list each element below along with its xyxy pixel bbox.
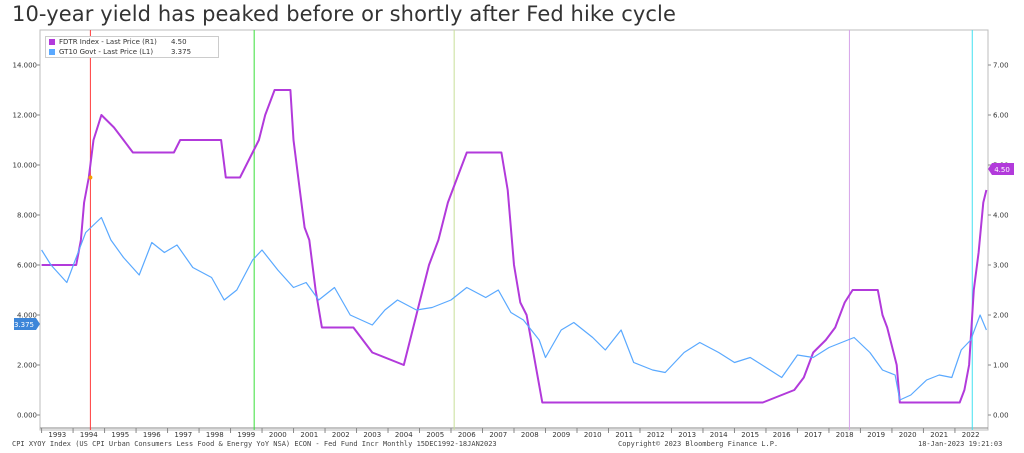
x-tick-label: 2022 [962, 431, 980, 439]
page-title: 10-year yield has peaked before or short… [12, 2, 676, 26]
right-tick-label: 3.00 [993, 262, 1009, 270]
x-tick-label: 2009 [552, 431, 570, 439]
x-tick-label: 1996 [143, 431, 161, 439]
legend-value: 3.375 [171, 48, 192, 56]
x-tick-label: 2004 [395, 431, 413, 439]
x-tick-label: 2011 [615, 431, 633, 439]
x-tick-label: 2002 [332, 431, 350, 439]
x-tick-label: 2007 [489, 431, 507, 439]
x-tick-label: 2006 [458, 431, 476, 439]
x-tick-label: 1999 [237, 431, 255, 439]
x-tick-label: 1995 [111, 431, 129, 439]
legend-item-gt10: GT10 Govt - Last Price (L1) 3.375 [46, 47, 218, 57]
legend-value: 4.50 [171, 38, 187, 46]
series-line-fdtr [41, 89, 988, 404]
x-tick-label: 2003 [363, 431, 381, 439]
left-tick-label: 14.000 [13, 62, 38, 70]
x-tick-label: 2001 [300, 431, 318, 439]
left-tick-label: 10.000 [13, 162, 38, 170]
footer-copyright: Copyright© 2023 Bloomberg Finance L.P. [618, 440, 779, 448]
x-tick-label: 1994 [80, 431, 98, 439]
legend-swatch-gt10 [49, 49, 55, 55]
right-tick-label: 4.00 [993, 212, 1009, 220]
x-tick-label: 1997 [174, 431, 192, 439]
right-value-badge: 4.50 [988, 163, 1014, 175]
x-tick-label: 2019 [867, 431, 885, 439]
x-tick-label: 1993 [48, 431, 66, 439]
left-tick-label: 2.000 [17, 362, 37, 370]
legend-item-fdtr: FDTR Index - Last Price (R1) 4.50 [46, 37, 218, 47]
left-tick-label: 0.000 [17, 412, 37, 420]
legend-label: GT10 Govt - Last Price (L1) [59, 48, 154, 56]
x-tick-label: 2012 [647, 431, 665, 439]
series-line-gt10 [41, 216, 987, 401]
x-tick-label: 2010 [584, 431, 602, 439]
orange-marker-dot [88, 175, 93, 180]
plot-frame [39, 29, 989, 431]
x-tick-label: 2020 [899, 431, 917, 439]
footer-source: CPI XYOY Index (US CPI Urban Consumers L… [12, 440, 497, 448]
right-tick-label: 0.00 [993, 412, 1009, 420]
left-tick-label: 12.000 [13, 112, 38, 120]
x-tick-label: 2021 [930, 431, 948, 439]
left-value-badge: 3.375 [14, 318, 40, 330]
left-tick-label: 8.000 [17, 212, 37, 220]
left-tick-label: 6.000 [17, 262, 37, 270]
x-tick-label: 2008 [521, 431, 539, 439]
left-tick-label: 4.000 [17, 312, 37, 320]
footer-timestamp: 18-Jan-2023 19:21:03 [918, 440, 1003, 448]
right-tick-label: 7.00 [993, 62, 1009, 70]
chart-legend: FDTR Index - Last Price (R1) 4.50 GT10 G… [45, 36, 219, 58]
x-tick-label: 2000 [269, 431, 287, 439]
x-tick-label: 2014 [710, 431, 728, 439]
x-tick-label: 2005 [426, 431, 444, 439]
right-tick-label: 2.00 [993, 312, 1009, 320]
right-badge-label: 4.50 [994, 166, 1010, 174]
x-tick-label: 2013 [678, 431, 696, 439]
x-tick-label: 2017 [804, 431, 822, 439]
right-tick-label: 1.00 [993, 362, 1009, 370]
x-tick-label: 2018 [836, 431, 854, 439]
legend-label: FDTR Index - Last Price (R1) [59, 38, 157, 46]
x-tick-label: 2015 [741, 431, 759, 439]
x-tick-label: 2016 [773, 431, 791, 439]
left-badge-label: 3.375 [14, 321, 34, 329]
right-tick-label: 6.00 [993, 112, 1009, 120]
legend-swatch-fdtr [49, 39, 55, 45]
x-tick-label: 1998 [206, 431, 224, 439]
